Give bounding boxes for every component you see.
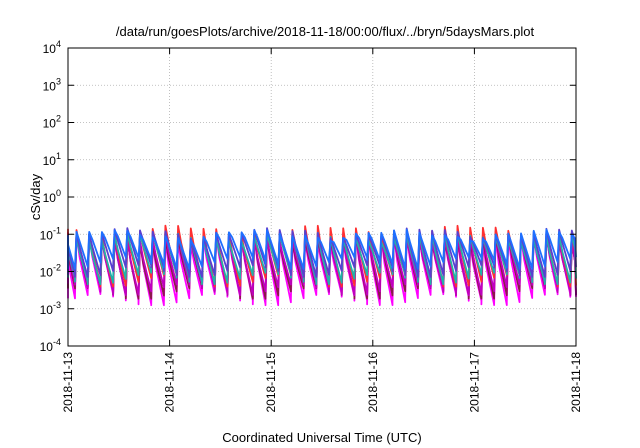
series-line xyxy=(67,227,577,278)
y-tick-label: 102 xyxy=(43,114,61,131)
grid-lines xyxy=(68,48,576,346)
x-axis-ticks: 2018-11-13 2018-11-14 2018-11-15 2018-11-16… xyxy=(61,48,583,413)
y-axis-label: cSv/day xyxy=(28,173,43,220)
x-tick-label: 2018-11-13 xyxy=(61,352,75,413)
y-tick-label: 104 xyxy=(43,39,61,56)
y-tick-label: 10-1 xyxy=(40,225,61,242)
plot-series xyxy=(67,224,577,307)
x-tick-label: 2018-11-15 xyxy=(264,352,278,413)
x-tick-label: 2018-11-18 xyxy=(569,352,583,413)
y-tick-label: 103 xyxy=(43,76,61,93)
y-tick-label: 10-4 xyxy=(40,337,61,354)
y-axis-ticks: 10-4 10-3 10-2 10-1 100 101 102 103 104 xyxy=(40,39,576,354)
plot-frame xyxy=(67,47,577,347)
y-tick-label: 101 xyxy=(43,151,61,168)
x-tick-label: 2018-11-16 xyxy=(366,352,380,413)
chart-title: /data/run/goesPlots/archive/2018-11-18/0… xyxy=(116,24,535,39)
y-tick-label: 10-3 xyxy=(40,300,61,317)
y-tick-label: 10-2 xyxy=(40,263,61,280)
x-tick-label: 2018-11-17 xyxy=(467,352,481,413)
x-tick-label: 2018-11-14 xyxy=(163,352,177,413)
x-axis-label: Coordinated Universal Time (UTC) xyxy=(222,430,421,445)
y-tick-label: 100 xyxy=(43,188,61,205)
series-line xyxy=(67,228,577,270)
